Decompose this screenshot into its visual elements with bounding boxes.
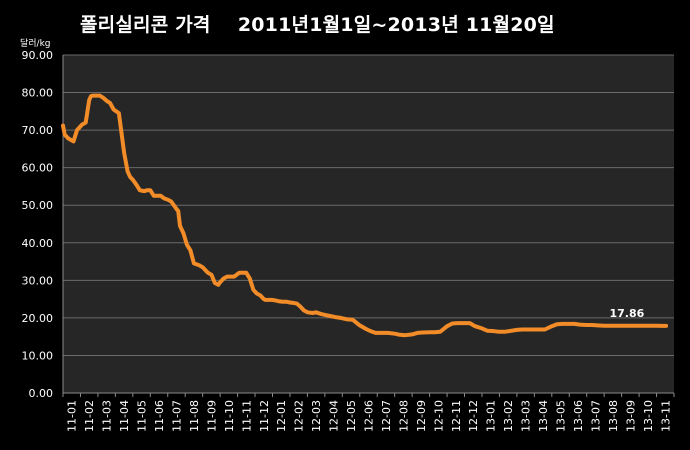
x-tick-label: 13-04	[537, 400, 550, 432]
x-tick-label: 13-01	[485, 400, 498, 432]
y-tick-label: 30.00	[22, 274, 54, 287]
y-tick-label: 50.00	[22, 199, 54, 212]
x-tick-label: 12-03	[310, 400, 323, 432]
y-tick-label: 60.00	[22, 162, 54, 175]
x-tick-label: 13-11	[659, 400, 672, 432]
chart-title: 폴리실리콘 가격 2011년1월1일~2013년 11월20일	[80, 14, 555, 36]
x-tick-label: 12-06	[363, 400, 376, 432]
x-tick-label: 12-05	[345, 400, 358, 432]
y-tick-label: 0.00	[29, 387, 54, 400]
x-tick-label: 11-02	[83, 400, 96, 432]
x-tick-label: 13-09	[624, 400, 637, 432]
x-tick-label: 13-06	[572, 400, 585, 432]
x-tick-label: 11-06	[153, 400, 166, 432]
x-tick-label: 12-11	[450, 400, 463, 432]
x-tick-label: 13-02	[502, 400, 515, 432]
x-tick-label: 11-09	[205, 400, 218, 432]
x-tick-label: 12-12	[467, 400, 480, 432]
y-axis-unit-label: 달러/kg	[20, 39, 51, 49]
x-tick-label: 11-03	[101, 400, 114, 432]
y-tick-label: 10.00	[22, 349, 54, 362]
plot-area	[63, 55, 674, 393]
x-tick-label: 13-03	[520, 400, 533, 432]
x-tick-label: 11-08	[188, 400, 201, 432]
y-tick-label: 20.00	[22, 312, 54, 325]
x-tick-label: 12-02	[293, 400, 306, 432]
x-tick-label: 13-08	[607, 400, 620, 432]
x-tick-label: 11-01	[66, 400, 79, 432]
x-tick-label: 13-05	[555, 400, 568, 432]
x-tick-label: 11-10	[223, 400, 236, 432]
x-tick-label: 12-04	[328, 400, 341, 432]
x-tick-label: 11-07	[170, 400, 183, 432]
x-tick-label: 11-12	[258, 400, 271, 432]
x-tick-label: 12-01	[275, 400, 288, 432]
x-tick-label: 11-05	[136, 400, 149, 432]
last-value-label: 17.86	[609, 307, 644, 320]
price-series-line	[61, 93, 669, 338]
y-tick-label: 80.00	[22, 87, 54, 100]
x-tick-label: 11-04	[118, 400, 131, 432]
x-tick-label: 12-08	[397, 400, 410, 432]
x-tick-label: 13-10	[642, 400, 655, 432]
x-tick-label: 12-07	[380, 400, 393, 432]
y-tick-label: 70.00	[22, 124, 54, 137]
y-tick-label: 90.00	[22, 49, 54, 62]
y-tick-label: 40.00	[22, 237, 54, 250]
x-tick-label: 13-07	[589, 400, 602, 432]
x-tick-label: 12-10	[432, 400, 445, 432]
x-tick-label: 11-11	[240, 400, 253, 432]
x-tick-label: 12-09	[415, 400, 428, 432]
